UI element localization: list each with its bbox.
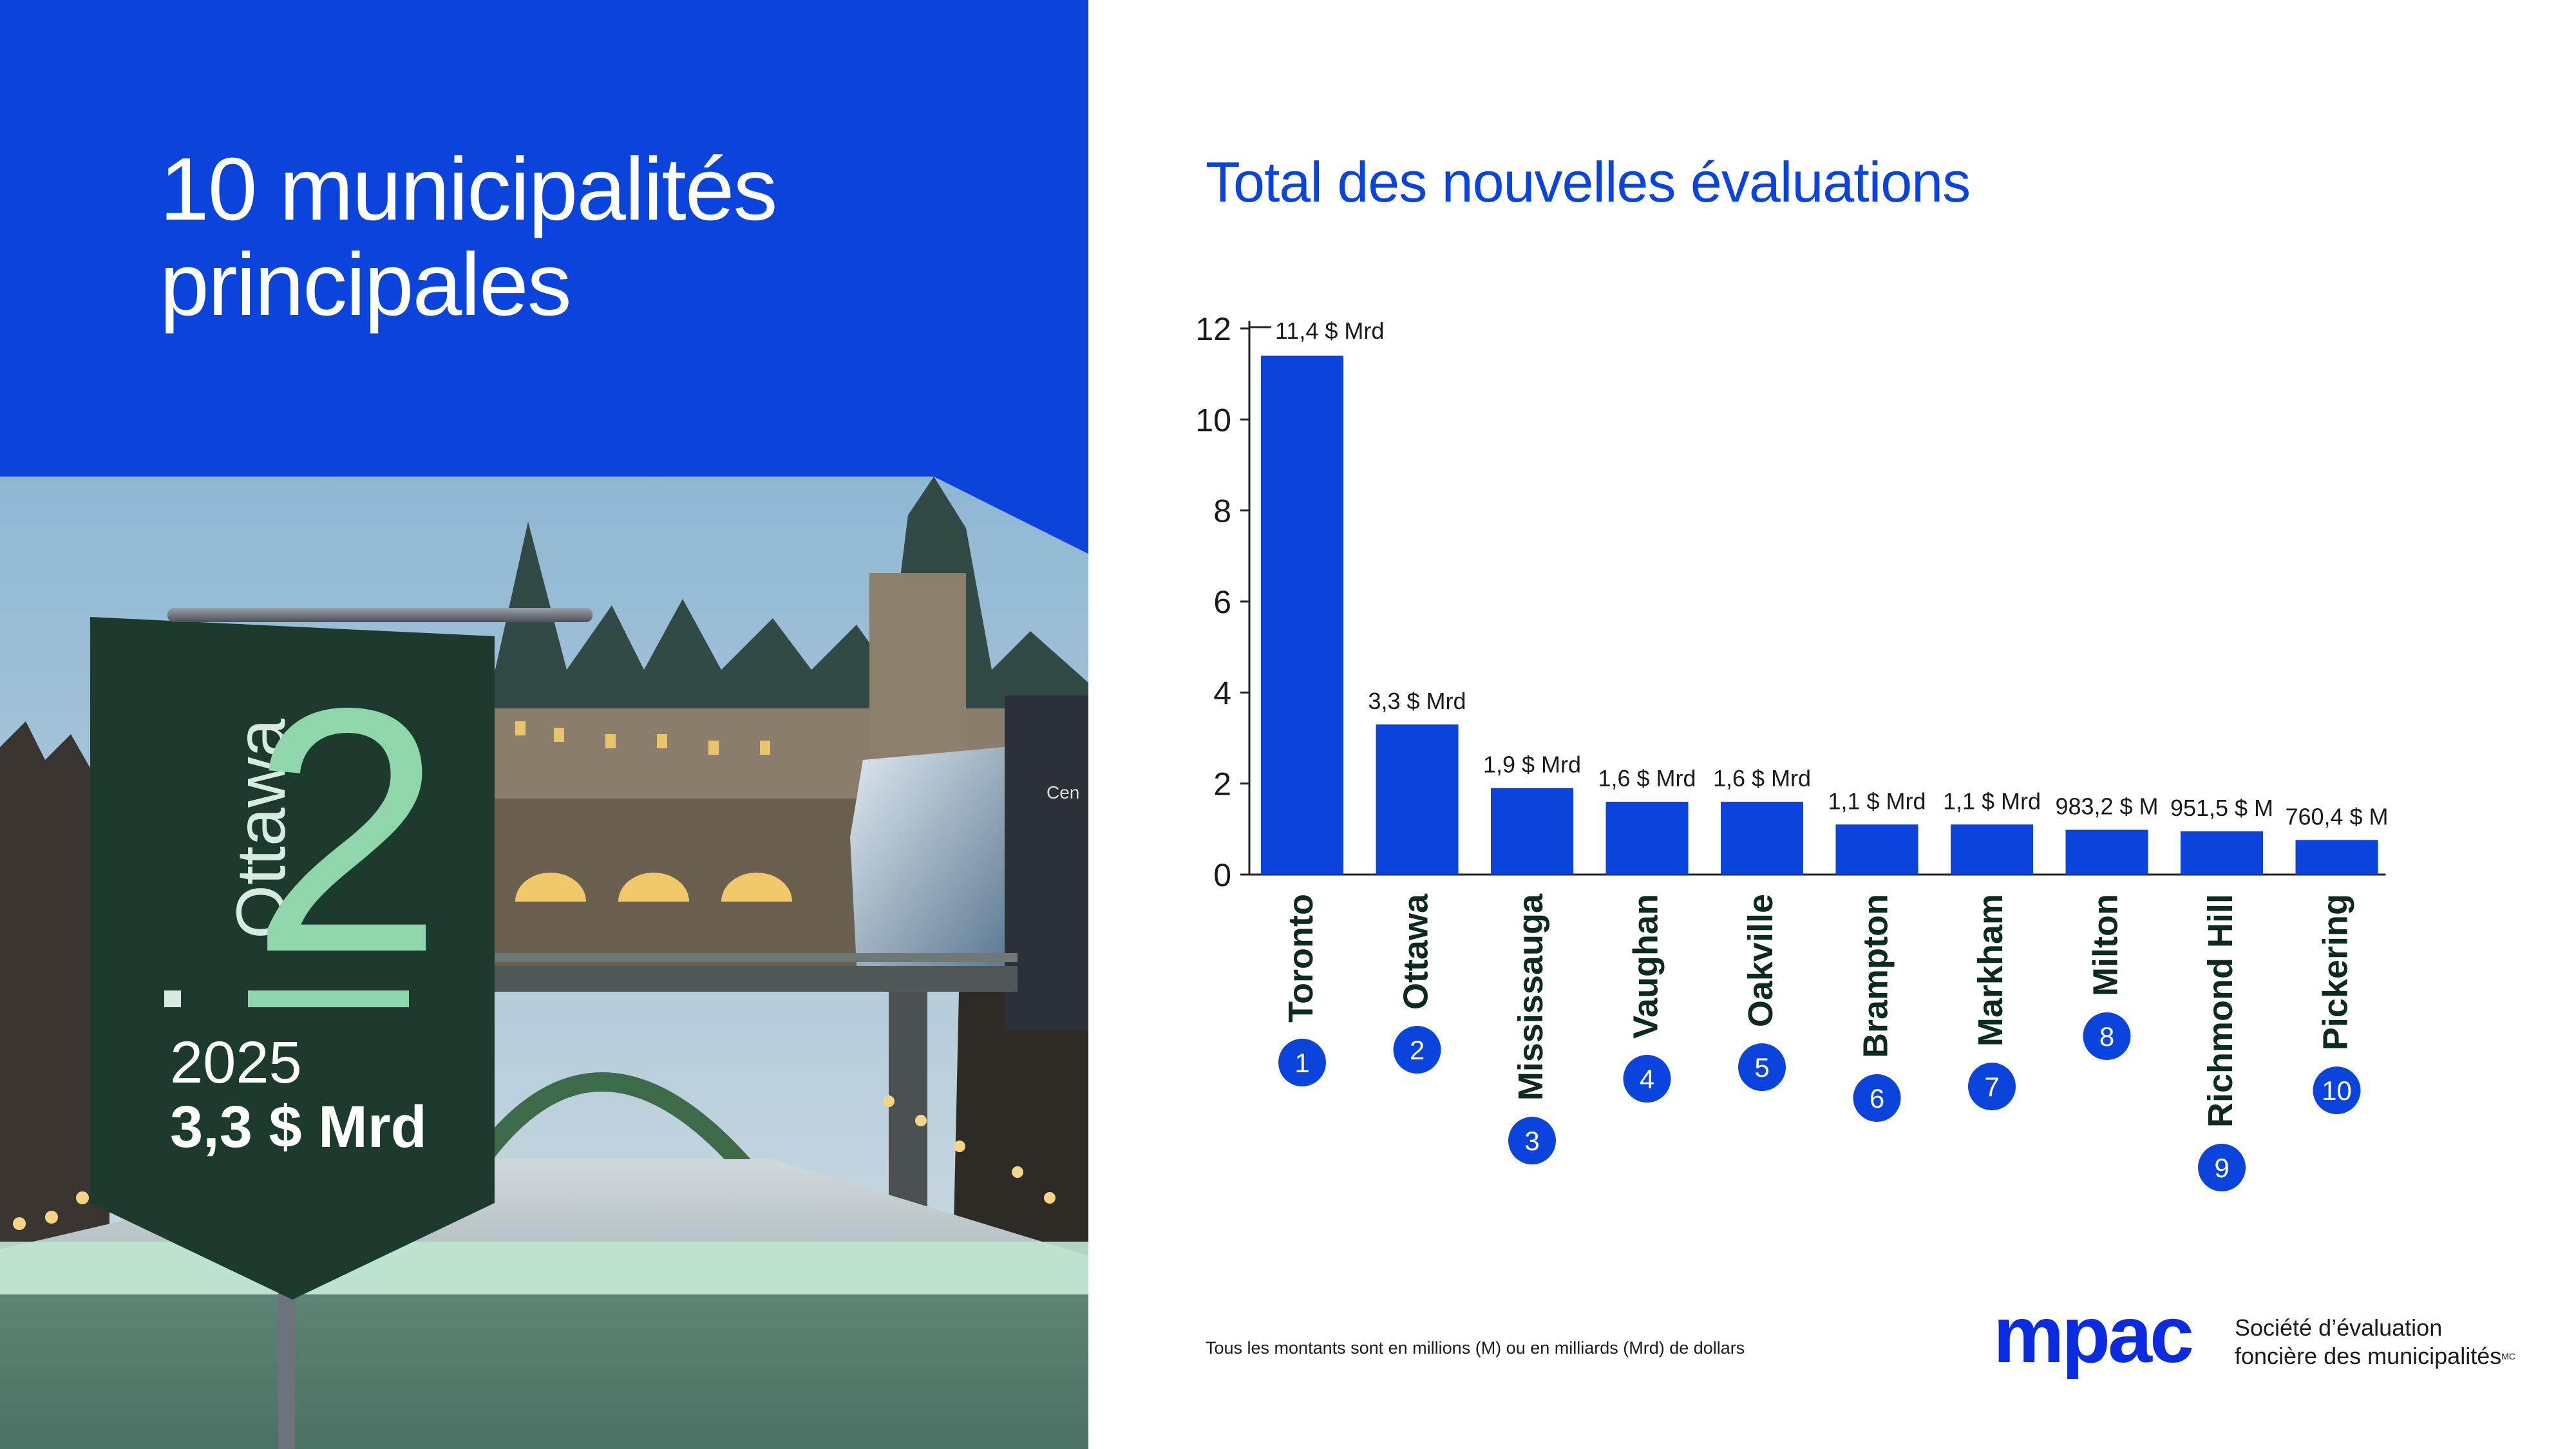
trees-left	[0, 721, 109, 1256]
lamp-posts	[13, 1095, 1056, 1230]
data-label: 1,6 $ Mrd	[1598, 765, 1696, 791]
y-tick-label: 4	[1213, 675, 1231, 711]
rank-badge	[2198, 1144, 2246, 1191]
rank-badge-number: 2	[1410, 1035, 1425, 1065]
bar-7	[1951, 824, 2033, 875]
rank-badge	[1508, 1117, 1556, 1165]
station-arches	[515, 873, 792, 902]
bar-4	[1605, 801, 1689, 875]
rank-badge-number: 1	[1294, 1048, 1309, 1078]
rank-badge	[1623, 1055, 1671, 1103]
category-label: Toronto	[1282, 894, 1320, 1023]
bridge-arch	[455, 1072, 768, 1191]
data-label: 11,4 $ Mrd	[1275, 317, 1384, 344]
left-panel: 10 municipalités principales	[0, 0, 1088, 1449]
data-label: 1,1 $ Mrd	[1943, 788, 2041, 814]
y-tick-label: 12	[1195, 311, 1231, 347]
castle-windows	[515, 721, 770, 755]
y-tick-label: 6	[1213, 584, 1231, 620]
banner-rod	[167, 608, 592, 622]
category-label: Ottawa	[1397, 893, 1435, 1010]
footnote: Tous les montants sont en millions (M) o…	[1206, 1338, 1745, 1358]
blue-header	[0, 0, 1088, 483]
category-label: Oakville	[1741, 894, 1780, 1027]
category-label: Milton	[2087, 894, 2125, 996]
rank-badge-number: 8	[2099, 1021, 2114, 1052]
bar-8	[2065, 829, 2148, 875]
castle-tower	[869, 573, 966, 766]
rank-badge-number: 7	[1984, 1072, 1999, 1102]
rank-badge	[2083, 1012, 2131, 1060]
data-label: 1,9 $ Mrd	[1483, 752, 1581, 778]
bar-2	[1376, 724, 1459, 875]
data-label: 983,2 $ M	[2055, 793, 2158, 820]
y-tick-label: 8	[1213, 493, 1231, 529]
bar-1	[1261, 355, 1343, 875]
rank-badge	[1853, 1074, 1901, 1122]
logo-tagline-line1: Société d’évaluation	[2235, 1314, 2443, 1341]
banner-rank-underline	[164, 990, 409, 1007]
banner-year: 2025	[170, 1030, 302, 1095]
chart-title: Total des nouvelles évaluations	[1206, 150, 1971, 214]
data-label: 760,4 $ M	[2285, 803, 2388, 829]
rank-badge	[1278, 1038, 1326, 1086]
rank-badge-number: 10	[2322, 1075, 2352, 1106]
dark-building	[1005, 696, 1088, 1030]
bridge-deck	[451, 966, 1018, 992]
rank-badge	[1968, 1063, 2016, 1111]
logo-tagline-line2-text: foncière des municipalités	[2235, 1343, 2502, 1369]
data-label: 3,3 $ Mrd	[1368, 688, 1466, 714]
bar-5	[1721, 801, 1803, 875]
rank-badge-number: 5	[1754, 1052, 1769, 1083]
data-label: 1,1 $ Mrd	[1828, 788, 1926, 814]
bar-6	[1835, 824, 1918, 875]
rank-badge	[1738, 1043, 1786, 1092]
y-tick-label: 10	[1195, 402, 1231, 438]
banner-rank: 2	[250, 636, 443, 1025]
category-label: Richmond Hill	[2201, 894, 2240, 1128]
bar-3	[1491, 788, 1573, 875]
banner-value: 3,3 $ Mrd	[170, 1094, 427, 1160]
mpac-logo: mpac	[1993, 1291, 2194, 1379]
rank-badge	[1393, 1026, 1441, 1074]
rank-badge-number: 9	[2214, 1153, 2229, 1183]
bar-chart: 0 2 4 6 8 10 12 11,4 $ Mrd Toronto 1 3,3 $ Mrd Otta…	[1195, 311, 2389, 1191]
glass-building	[850, 747, 1005, 966]
panel-title: 10 municipalités principales	[160, 140, 778, 334]
blue-wedge	[934, 477, 1088, 554]
rank-badge	[2313, 1066, 2361, 1115]
green-overlay	[0, 1294, 1088, 1449]
banner: Ottawa 2 2025 3,3 $ Mrd	[90, 608, 592, 1300]
banner-pole	[278, 1288, 295, 1449]
bar-10	[2295, 840, 2378, 875]
bridge-rail	[451, 953, 1018, 962]
rank-badge-number: 6	[1870, 1083, 1884, 1113]
data-label: 951,5 $ M	[2170, 795, 2273, 821]
rank-badge-number: 4	[1640, 1064, 1654, 1094]
trademark: MC	[2501, 1351, 2515, 1361]
data-label: 1,6 $ Mrd	[1713, 765, 1811, 791]
category-label: Markham	[1971, 894, 2010, 1046]
y-tick-label: 0	[1213, 857, 1231, 893]
category-label: Mississauga	[1511, 893, 1550, 1101]
category-label: Vaughan	[1627, 894, 1665, 1039]
y-tick-label: 2	[1213, 766, 1231, 802]
category-label: Pickering	[2316, 894, 2355, 1050]
logo-tagline: Société d’évaluation foncière des munici…	[2235, 1314, 2515, 1370]
banner-flag	[90, 617, 495, 1300]
bar-9	[2181, 831, 2263, 875]
logo-tagline-line2: foncière des municipalitésMC	[2235, 1342, 2515, 1370]
category-label: Brampton	[1857, 894, 1895, 1058]
building-sign: Cen	[1046, 782, 1079, 802]
rank-badge-number: 3	[1524, 1126, 1539, 1156]
mint-band	[0, 1242, 1088, 1294]
